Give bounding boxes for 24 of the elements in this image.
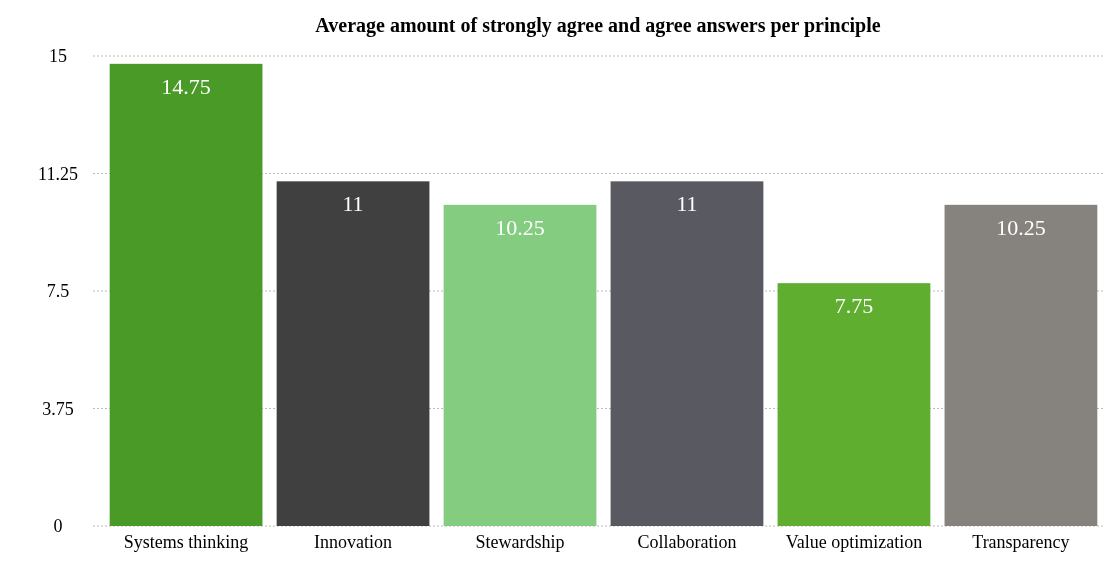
y-tick-label: 3.75 [42,398,74,419]
y-tick-label: 15 [49,46,67,67]
bar [109,63,263,526]
data-label: 11 [342,191,364,217]
x-tick-label: Collaboration [637,532,737,552]
y-tick-label: 0 [53,516,63,537]
x-tick-label: Transparency [972,532,1070,552]
y-tick-label: 7.5 [46,281,70,302]
y-tick-label: 11.25 [38,163,78,184]
bar [276,181,430,526]
x-tick-label: Systems thinking [123,532,249,552]
data-label: 7.75 [834,293,874,319]
data-label: 14.75 [161,73,211,99]
chart-title: Average amount of strongly agree and agree answers per principle [315,14,881,37]
x-tick-label: Innovation [314,532,393,552]
bar [610,181,764,526]
x-tick-label: Stewardship [475,532,565,552]
bar [777,283,931,526]
data-label: 10.25 [495,214,545,240]
data-label: 11 [676,191,698,217]
x-tick-label: Value optimization [785,532,923,552]
bar [944,204,1098,526]
bar [443,204,597,526]
data-label: 10.25 [996,214,1046,240]
